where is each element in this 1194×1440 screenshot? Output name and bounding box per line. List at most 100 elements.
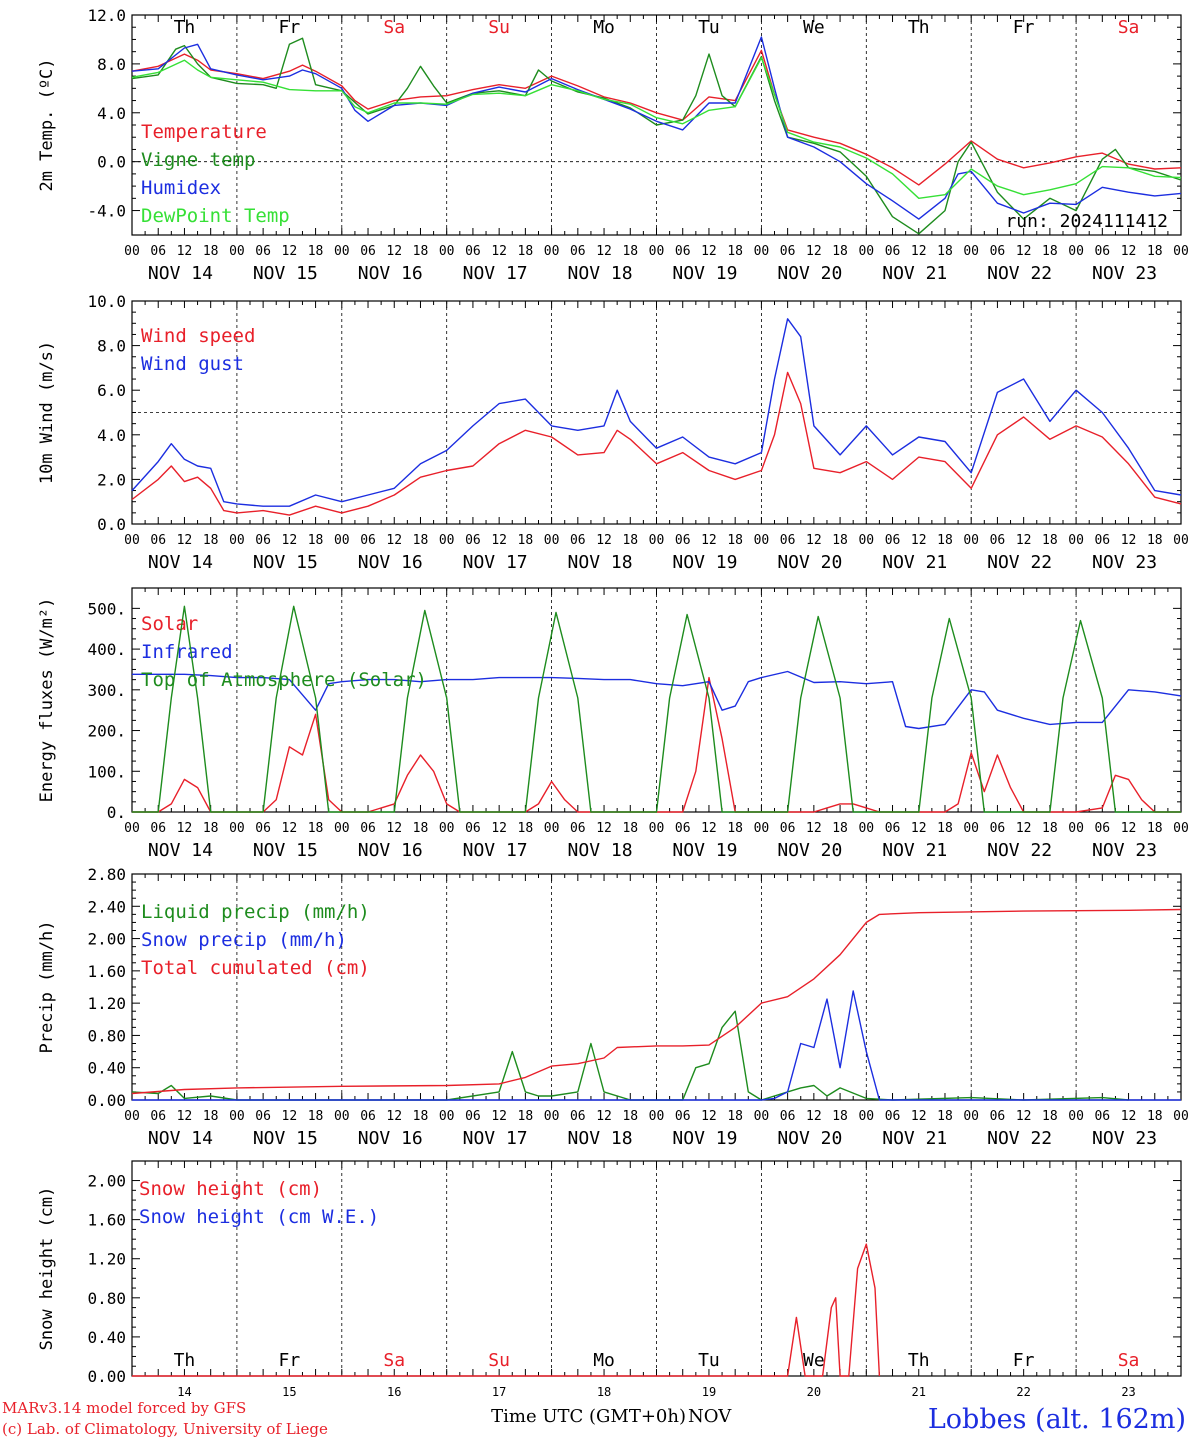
legend-entry: Total cumulated (cm) (141, 957, 370, 979)
hour-tick-label: 18 (832, 821, 848, 836)
day-name-label: Tu (698, 1350, 720, 1371)
date-label: NOV 17 (463, 552, 528, 573)
date-label: NOV 15 (253, 263, 318, 284)
hour-tick-label: 06 (465, 1109, 481, 1124)
hour-tick-label: 12 (1016, 244, 1032, 259)
y-axis-label: Precip (mm/h) (37, 920, 57, 1053)
day-number-label: 21 (912, 1385, 926, 1399)
hour-tick-label: 18 (832, 1109, 848, 1124)
hour-tick-label: 18 (937, 244, 953, 259)
hour-tick-label: 00 (439, 1109, 455, 1124)
hour-tick-label: 18 (1147, 1109, 1163, 1124)
hour-tick-label: 06 (675, 533, 691, 548)
series-line-top-of-atmosphere-solar (132, 605, 1181, 813)
date-label: NOV 23 (1092, 263, 1157, 284)
legend-entry: Snow height (cm W.E.) (139, 1206, 379, 1228)
day-name-label: Th (174, 1350, 196, 1371)
hour-tick-label: 12 (701, 533, 717, 548)
y-tick-label: 10.0 (87, 292, 126, 311)
hour-tick-label: 00 (229, 821, 245, 836)
day-name-label: Su (488, 17, 510, 38)
hour-tick-label: 00 (754, 533, 770, 548)
series-line-snow-height-cm (132, 1243, 881, 1377)
hour-tick-label: 12 (1016, 821, 1032, 836)
y-tick-label: 0.0 (97, 515, 126, 534)
hour-tick-label: 18 (308, 821, 324, 836)
day-name-label: Sa (383, 17, 405, 38)
legend-entry: Snow precip (mm/h) (141, 929, 347, 951)
hour-tick-label: 12 (177, 244, 193, 259)
series-line-snow-precip-mm-h (132, 990, 1181, 1101)
y-tick-label: 500. (87, 599, 126, 618)
hour-tick-label: 00 (1173, 1109, 1189, 1124)
hour-tick-label: 06 (1094, 821, 1110, 836)
date-label: NOV 18 (568, 552, 633, 573)
date-label: NOV 23 (1092, 1128, 1157, 1149)
legend-entry: Snow height (cm) (139, 1178, 322, 1200)
date-label: NOV 18 (568, 1128, 633, 1149)
y-tick-label: 6.0 (97, 381, 126, 400)
hour-tick-label: 12 (1016, 533, 1032, 548)
legend-entry: Humidex (141, 177, 221, 199)
hour-tick-label: 00 (229, 244, 245, 259)
y-axis-label: Snow height (cm) (37, 1187, 57, 1351)
day-name-label: Fr (279, 17, 301, 38)
hour-tick-label: 06 (990, 244, 1006, 259)
hour-tick-label: 18 (413, 244, 429, 259)
hour-tick-label: 06 (675, 244, 691, 259)
date-label: NOV 17 (463, 840, 528, 861)
day-number-label: 15 (282, 1385, 296, 1399)
y-tick-label: 400. (87, 640, 126, 659)
hour-tick-label: 00 (334, 533, 350, 548)
day-name-label: Fr (279, 1350, 301, 1371)
y-tick-label: 0.40 (87, 1328, 126, 1347)
hour-tick-label: 06 (360, 533, 376, 548)
date-label: NOV 20 (777, 263, 842, 284)
hour-tick-label: 06 (885, 821, 901, 836)
legend-entry: Vigne temp (141, 149, 255, 171)
hour-tick-label: 18 (1042, 1109, 1058, 1124)
y-tick-label: 2.0 (97, 470, 126, 489)
hour-tick-label: 00 (1068, 244, 1084, 259)
hour-tick-label: 06 (360, 1109, 376, 1124)
y-axis-label: Energy fluxes (W/m²) (37, 598, 57, 803)
hour-tick-label: 00 (544, 1109, 560, 1124)
hour-tick-label: 12 (177, 533, 193, 548)
hour-tick-label: 00 (858, 533, 874, 548)
hour-tick-label: 00 (649, 244, 665, 259)
hour-tick-label: 18 (622, 533, 638, 548)
plot-frame (131, 587, 1182, 813)
hour-tick-label: 12 (911, 821, 927, 836)
hour-tick-label: 00 (334, 821, 350, 836)
series-line-dewpoint-temp (131, 57, 1182, 200)
legend-entry: Solar (141, 613, 198, 635)
day-number-label: 19 (702, 1385, 716, 1399)
hour-tick-label: 18 (937, 533, 953, 548)
hour-tick-label: 18 (1147, 821, 1163, 836)
hour-tick-label: 18 (203, 821, 219, 836)
hour-tick-label: 12 (596, 821, 612, 836)
series-line-humidex (131, 36, 1182, 220)
hour-tick-label: 00 (754, 821, 770, 836)
day-number-label: 20 (807, 1385, 821, 1399)
date-label: NOV 18 (568, 840, 633, 861)
hour-tick-label: 00 (754, 1109, 770, 1124)
series-line-wind-speed (131, 371, 1182, 516)
hour-tick-label: 12 (386, 533, 402, 548)
hour-tick-label: 12 (386, 821, 402, 836)
date-label: NOV 19 (672, 263, 737, 284)
series-line-vigne-temp (131, 37, 1182, 235)
hour-tick-label: 12 (1016, 1109, 1032, 1124)
hour-tick-label: 18 (937, 821, 953, 836)
hour-tick-label: 00 (124, 821, 140, 836)
hour-tick-label: 00 (1068, 1109, 1084, 1124)
hour-tick-label: 06 (255, 533, 271, 548)
hour-tick-label: 00 (1068, 821, 1084, 836)
y-tick-label: 0.80 (87, 1289, 126, 1308)
hour-tick-label: 12 (911, 533, 927, 548)
hour-tick-label: 06 (780, 1109, 796, 1124)
hour-tick-label: 06 (360, 244, 376, 259)
hour-tick-label: 12 (701, 244, 717, 259)
panel-4: 0.00 0.40 0.80 1.20 1.60 2.00 2.40 2.80 Precip (… (37, 865, 1189, 1149)
hour-tick-label: 18 (413, 533, 429, 548)
